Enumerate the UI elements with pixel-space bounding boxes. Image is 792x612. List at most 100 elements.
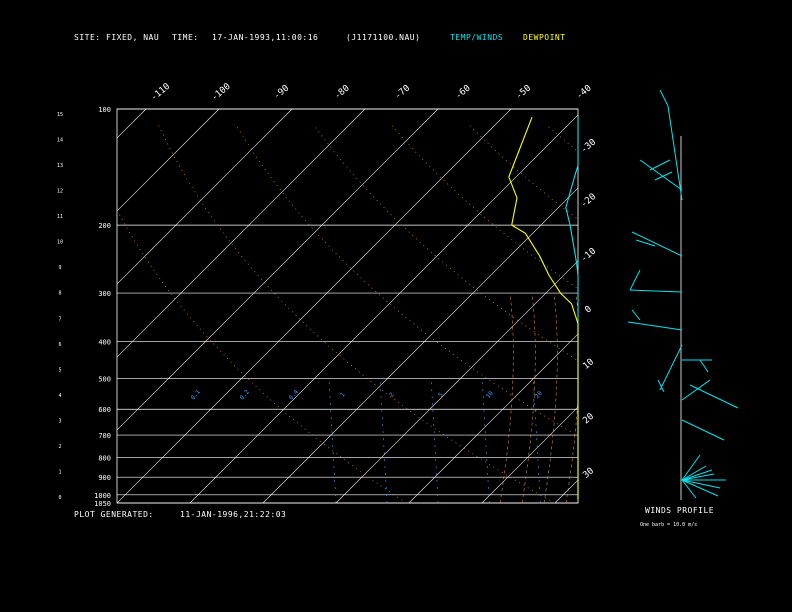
dewpoint-line <box>508 117 579 500</box>
height-km-label: 0 <box>58 495 61 501</box>
wind-barb <box>659 89 669 107</box>
height-km-label: 8 <box>58 291 61 297</box>
grid-layer <box>116 108 792 504</box>
isotherm-top-label: -70 <box>393 83 412 101</box>
wind-barb <box>629 269 641 291</box>
labels-layer: 1002003004005006007008009001000105015141… <box>57 82 598 508</box>
pressure-tick-label: 800 <box>98 454 111 462</box>
isotherm-top-label: -90 <box>272 83 291 101</box>
site-label: SITE: <box>74 33 101 42</box>
barb-note: One barb = 10.0 m/s <box>640 522 698 528</box>
station-id: (J1171100.NAU) <box>346 33 421 42</box>
isotherm-line <box>554 479 578 503</box>
dry-adiabat <box>468 124 578 220</box>
wind-barb <box>681 465 707 481</box>
pressure-tick-label: 400 <box>98 338 111 346</box>
height-km-label: 6 <box>58 342 61 348</box>
height-km-label: 5 <box>58 367 61 373</box>
pressure-tick-label: 300 <box>98 290 111 298</box>
wind-barb <box>657 379 665 393</box>
isotherm-top-label: -110 <box>149 82 172 104</box>
isotherm-right-label: -30 <box>579 137 598 155</box>
isotherm-line <box>408 333 578 503</box>
wind-barb <box>681 379 711 401</box>
isotherm-right-label: -20 <box>579 192 598 210</box>
pressure-tick-label: 1050 <box>94 500 111 508</box>
wind-barb <box>681 454 701 481</box>
dry-adiabat <box>546 124 578 153</box>
isotherm-line <box>189 114 578 503</box>
height-km-label: 3 <box>58 418 61 424</box>
isotherm-top-label: -60 <box>454 83 473 101</box>
moist-adiabat <box>499 293 514 503</box>
wind-barb <box>681 473 715 481</box>
mixing-ratio-label: 1 <box>339 391 347 399</box>
isotherm-top-label: -50 <box>514 83 533 101</box>
dry-adiabat <box>624 125 792 503</box>
wind-barb <box>681 469 713 481</box>
wind-barb <box>654 171 673 181</box>
mixing-ratio-line <box>584 379 591 503</box>
isotherm-right-label: 10 <box>581 357 596 372</box>
wind-barb <box>681 479 719 497</box>
wind-barb <box>681 479 721 489</box>
winds-profile-label: WINDS PROFILE <box>645 506 715 515</box>
mixing-ratio-line <box>430 378 439 503</box>
isotherm-line <box>117 109 512 503</box>
height-km-label: 13 <box>57 163 63 169</box>
isotherm-line <box>117 109 366 358</box>
plot-generated-value: 11-JAN-1996,21:22:03 <box>180 510 287 519</box>
height-km-label: 7 <box>58 316 61 322</box>
time-value: 17-JAN-1993,11:00:16 <box>212 33 319 42</box>
lines-layer <box>508 117 579 500</box>
moist-adiabat <box>543 293 558 503</box>
dry-adiabat <box>157 124 555 503</box>
time-label: TIME: <box>172 33 199 42</box>
pressure-tick-label: 900 <box>98 474 111 482</box>
dewpoint-legend: DEWPOINT <box>523 33 566 42</box>
isotherm-top-label: -100 <box>210 82 233 104</box>
wind-barb <box>631 309 641 321</box>
pressure-tick-label: 200 <box>98 222 111 230</box>
isotherm-line <box>335 260 578 503</box>
wind-barb <box>627 321 683 331</box>
height-km-label: 14 <box>57 138 63 144</box>
isotherm-right-label: -10 <box>579 246 598 264</box>
mixing-ratio-line <box>328 378 337 503</box>
wind-barb <box>699 359 709 373</box>
isotherm-line <box>262 187 578 503</box>
height-km-label: 2 <box>58 444 61 450</box>
wind-barb <box>681 419 725 441</box>
mixing-ratio-label: 0.4 <box>288 388 301 401</box>
pressure-tick-label: 1000 <box>94 492 111 500</box>
isotherm-line <box>117 109 147 139</box>
isotherm-right-label: 0 <box>583 304 594 315</box>
moist-adiabat <box>521 293 536 503</box>
isotherm-line <box>701 109 792 503</box>
mixing-ratio-label: 10 <box>485 390 495 400</box>
pressure-tick-label: 700 <box>98 432 111 440</box>
diagram-lines <box>117 109 792 503</box>
wind-barb <box>635 239 656 247</box>
isotherm-line <box>481 406 578 503</box>
winds-layer <box>627 89 739 500</box>
isotherm-right-label: 20 <box>581 412 596 427</box>
pressure-tick-label: 600 <box>98 406 111 414</box>
wind-barb <box>681 479 697 499</box>
wind-barb <box>649 159 671 171</box>
dry-adiabat <box>313 124 578 362</box>
height-km-label: 1 <box>58 469 61 475</box>
dry-adiabat <box>702 125 792 503</box>
mixing-ratio-line <box>636 379 643 503</box>
wind-barb <box>631 231 683 257</box>
isotherm-line <box>117 109 439 431</box>
isotherm-line <box>117 109 293 285</box>
mixing-ratio-label: 0.2 <box>239 388 252 401</box>
dry-adiabat <box>117 209 407 503</box>
mixing-ratio-line <box>379 378 388 503</box>
isotherm-line <box>774 109 792 503</box>
mixing-ratio-label: 0.1 <box>190 388 203 401</box>
isotherm-line <box>117 109 220 212</box>
height-km-label: 4 <box>58 393 61 399</box>
